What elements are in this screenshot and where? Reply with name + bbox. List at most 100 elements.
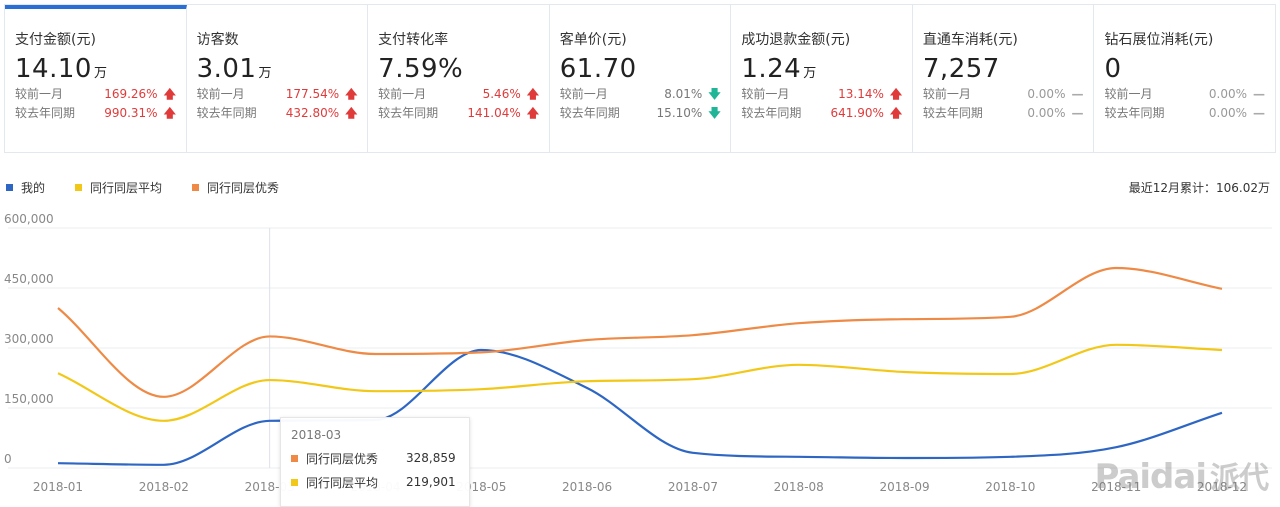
compare-value: 141.04% xyxy=(467,106,521,120)
tooltip-swatch xyxy=(291,454,298,462)
x-tick-label: 2018-02 xyxy=(139,480,189,494)
compare-label: 较去年同期 xyxy=(196,106,257,120)
metric-label: 成功退款金额(元) xyxy=(741,32,851,48)
trend-down-icon: 🡇 xyxy=(708,87,721,101)
compare-label: 较前一月 xyxy=(741,87,790,101)
tooltip-title: 2018-03 xyxy=(291,428,342,442)
legend-label-mine: 我的 xyxy=(21,181,46,195)
compare-prev-month: 较前一月 177.54% 🡅 xyxy=(197,85,358,104)
compare-value: 177.54% xyxy=(285,87,340,101)
compare-label: 较去年同期 xyxy=(15,106,76,120)
compare-last-year: 较去年同期 432.80% 🡅 xyxy=(197,104,358,123)
legend-swatch-mine xyxy=(6,184,13,191)
compare-label: 较前一月 xyxy=(922,87,971,101)
trend-line-chart[interactable]: 0 150,000 300,000 450,000 600,000 2018-01 2018… xyxy=(0,200,1280,507)
y-tick-label: 450,000 xyxy=(4,272,54,286)
metric-label: 钻石展位消耗(元) xyxy=(1104,32,1214,48)
trend-up-icon: 🡅 xyxy=(526,106,540,120)
metric-number: 1.24 xyxy=(741,54,802,84)
tooltip-row: 同行同层优秀 328,859 xyxy=(281,446,469,470)
x-tick-label: 2018-01 xyxy=(33,480,83,494)
compare-label: 较去年同期 xyxy=(1104,106,1165,120)
legend-swatch-peer-excellent xyxy=(192,184,200,191)
compare-last-year: 较去年同期 141.04% 🡅 xyxy=(378,104,539,123)
chart-tooltip: 2018-03 同行同层优秀 328,859 同行同层平均 219,901 xyxy=(280,417,470,507)
trend-flat-icon: — xyxy=(1071,87,1084,101)
compare-value: 641.90% xyxy=(830,106,884,120)
metric-card-payment-amount[interactable]: 支付金额(元) 14.10 万较前一月 169.26% 🡅 较去年同期 990.31% 🡅 xyxy=(5,5,187,152)
x-tick-label: 2018-11 xyxy=(1091,480,1141,494)
compare-value: 15.10% xyxy=(656,106,703,120)
legend-item-peer-average[interactable]: 同行同层平均 xyxy=(75,179,162,196)
x-tick-label: 2018-10 xyxy=(985,480,1035,494)
legend-item-peer-excellent[interactable]: 同行同层优秀 xyxy=(192,179,279,196)
compare-prev-month: 较前一月 8.01% 🡇 xyxy=(560,85,721,104)
x-tick-label: 2018-07 xyxy=(668,480,718,494)
trend-flat-icon: — xyxy=(1253,106,1266,120)
compare-prev-month: 较前一月 0.00% — xyxy=(923,85,1084,104)
metric-number: 7,257 xyxy=(922,54,1000,84)
metric-number: 7.59% xyxy=(378,54,464,84)
metric-label: 访客数 xyxy=(196,32,239,48)
y-tick-label: 300,000 xyxy=(4,332,54,346)
metric-label: 支付金额(元) xyxy=(15,32,96,48)
metric-value: 7,257 xyxy=(923,53,1084,85)
compare-label: 较去年同期 xyxy=(378,106,439,120)
series-line-mine xyxy=(57,348,1223,466)
x-tick-label: 2018-09 xyxy=(879,480,929,494)
tooltip-row: 同行同层平均 219,901 xyxy=(281,470,469,494)
chart-legend: 我的 同行同层平均 同行同层优秀 xyxy=(6,179,309,196)
cumulative-total: 最近12月累计：106.02万 xyxy=(1128,181,1270,195)
metric-card-ztc-cost[interactable]: 直通车消耗(元) 7,257 较前一月 0.00% — 较去年同期 0.00% — xyxy=(913,5,1095,152)
y-tick-label: 150,000 xyxy=(4,392,54,406)
compare-value: 13.14% xyxy=(838,87,884,101)
compare-label: 较去年同期 xyxy=(559,106,620,120)
metric-unit: 万 xyxy=(93,66,108,81)
trend-flat-icon: — xyxy=(1071,106,1084,120)
compare-label: 较前一月 xyxy=(1104,87,1153,101)
metric-number: 61.70 xyxy=(559,54,637,84)
tooltip-series-value: 219,901 xyxy=(406,475,456,489)
trend-up-icon: 🡅 xyxy=(526,87,540,101)
metric-value: 1.24 万 xyxy=(741,53,902,85)
x-tick-label: 2018-08 xyxy=(774,480,824,494)
metric-value: 61.70 xyxy=(560,53,721,85)
metric-card-refund-amount[interactable]: 成功退款金额(元) 1.24 万较前一月 13.14% 🡅 较去年同期 641.90% 🡅 xyxy=(731,5,913,152)
compare-value: 169.26% xyxy=(104,87,158,101)
compare-last-year: 较去年同期 0.00% — xyxy=(1104,104,1265,123)
metric-card-diamond-booth-cost[interactable]: 钻石展位消耗(元) 0 较前一月 0.00% — 较去年同期 0.00% — xyxy=(1094,5,1275,152)
metric-value: 3.01 万 xyxy=(197,53,358,85)
compare-value: 0.00% xyxy=(1027,87,1066,101)
trend-up-icon: 🡅 xyxy=(163,106,176,120)
metric-value: 7.59% xyxy=(378,53,539,85)
legend-item-mine[interactable]: 我的 xyxy=(6,179,45,196)
compare-value: 432.80% xyxy=(285,106,340,120)
watermark-latin: Paidai xyxy=(1094,457,1207,497)
compare-prev-month: 较前一月 169.26% 🡅 xyxy=(15,85,176,104)
tooltip-series-name: 同行同层优秀 xyxy=(306,451,379,466)
x-tick-label: 2018-06 xyxy=(562,480,612,494)
compare-value: 0.00% xyxy=(1208,87,1248,101)
compare-value: 990.31% xyxy=(104,106,158,120)
metric-card-conversion-rate[interactable]: 支付转化率 7.59% 较前一月 5.46% 🡅 较去年同期 141.04% 🡅 xyxy=(368,5,550,152)
compare-prev-month: 较前一月 0.00% — xyxy=(1104,85,1265,104)
compare-last-year: 较去年同期 641.90% 🡅 xyxy=(741,104,902,123)
metric-number: 3.01 xyxy=(196,54,257,84)
tooltip-swatch xyxy=(291,478,298,486)
tooltip-series-name: 同行同层平均 xyxy=(306,475,379,490)
metric-card-avg-order-value[interactable]: 客单价(元) 61.70 较前一月 8.01% 🡇 较去年同期 15.10% 🡇 xyxy=(550,5,732,152)
compare-value: 5.46% xyxy=(482,87,521,101)
compare-prev-month: 较前一月 5.46% 🡅 xyxy=(378,85,539,104)
compare-label: 较去年同期 xyxy=(922,106,983,120)
compare-value: 0.00% xyxy=(1027,106,1066,120)
tooltip-series-value: 328,859 xyxy=(406,451,456,465)
series-line-peer-excellent xyxy=(57,266,1223,398)
y-tick-label: 0 xyxy=(4,452,12,466)
metric-label: 客单价(元) xyxy=(559,32,627,48)
compare-label: 较前一月 xyxy=(196,87,245,101)
metric-card-visitors[interactable]: 访客数 3.01 万较前一月 177.54% 🡅 较去年同期 432.80% 🡅 xyxy=(187,5,369,152)
paidai-watermark-logo: Paidai 派代 xyxy=(1094,453,1269,497)
watermark-cn: 派代 xyxy=(1210,461,1269,496)
compare-label: 较前一月 xyxy=(15,87,64,101)
metric-unit: 万 xyxy=(258,66,272,81)
